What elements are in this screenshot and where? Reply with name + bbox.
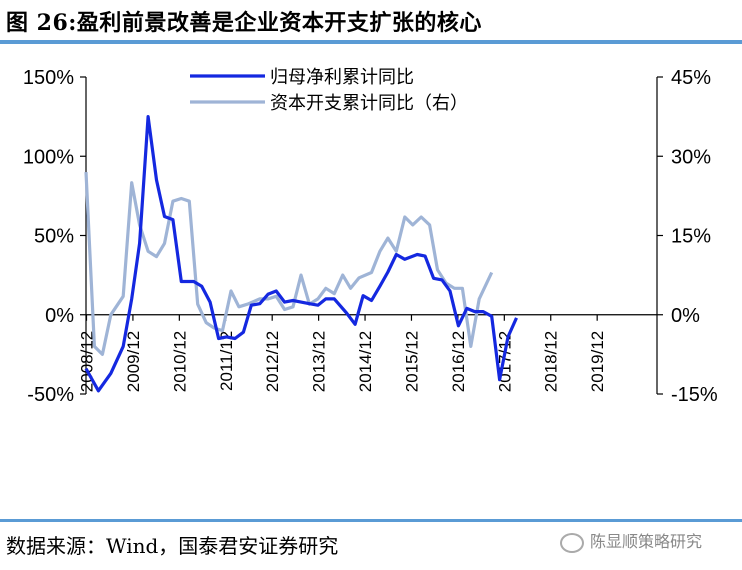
y-left-tick-label: 150%	[23, 67, 74, 89]
figure-title: 图 26:盈利前景改善是企业资本开支扩张的核心	[6, 10, 482, 36]
series-line-2	[84, 172, 494, 356]
x-tick-label-group: 2016/12	[449, 331, 468, 392]
x-tick-label: 2010/12	[170, 331, 189, 392]
x-tick-label: 2011/12	[217, 331, 236, 391]
source-rule	[0, 519, 742, 522]
legend-label-2: 资本开支累计同比（右）	[270, 93, 468, 114]
x-tick-label: 2016/12	[449, 331, 468, 392]
y-left-tick-label: 50%	[34, 226, 74, 248]
y-right-tick-label: 45%	[671, 67, 711, 89]
y-right-tick-label: 0%	[671, 305, 700, 327]
x-tick-label-group: 2014/12	[356, 331, 375, 392]
x-tick-label-group: 2018/12	[542, 331, 561, 392]
x-tick-label-group: 2019/12	[588, 331, 607, 392]
x-tick-label: 2012/12	[263, 331, 282, 392]
line-chart: -50%0%50%100%150%-15%0%15%30%45%2008/12 2…	[23, 67, 718, 406]
x-tick-label: 2014/12	[356, 331, 375, 392]
x-tick-label: 2013/12	[310, 331, 329, 392]
y-left-tick-label: 0%	[45, 305, 74, 327]
y-right-tick-label: 30%	[671, 146, 711, 168]
x-tick-label: 2018/12	[542, 331, 561, 392]
x-tick-label-group: 2013/12	[310, 331, 329, 392]
x-tick-label: 2009/12	[124, 331, 143, 392]
y-left-tick-label: 100%	[23, 146, 74, 168]
series-layer	[84, 115, 518, 393]
x-tick-label-group: 2010/12	[170, 331, 189, 392]
chart-axes: -50%0%50%100%150%-15%0%15%30%45%2008/12 2…	[23, 67, 718, 406]
x-tick-label-group: 2015/12	[402, 331, 421, 392]
y-left-tick-label: -50%	[27, 384, 74, 406]
title-rule	[0, 40, 742, 44]
watermark-text: 陈显顺策略研究	[590, 532, 703, 551]
x-tick-label: 2019/12	[588, 331, 607, 392]
x-tick-label-group: 2012/12	[263, 331, 282, 392]
x-tick-label-group: 2011/12	[217, 331, 236, 391]
x-tick-label: 2015/12	[402, 331, 421, 392]
series-line-1	[84, 115, 518, 393]
y-right-tick-label: -15%	[671, 384, 718, 406]
y-right-tick-label: 15%	[671, 226, 711, 248]
legend-label-1: 归母净利累计同比	[270, 67, 414, 88]
x-tick-label-group: 2009/12	[124, 331, 143, 392]
source-note: 数据来源：Wind，国泰君安证券研究	[6, 534, 339, 558]
watermark: 陈显顺策略研究	[560, 528, 702, 553]
wechat-icon	[560, 532, 584, 553]
